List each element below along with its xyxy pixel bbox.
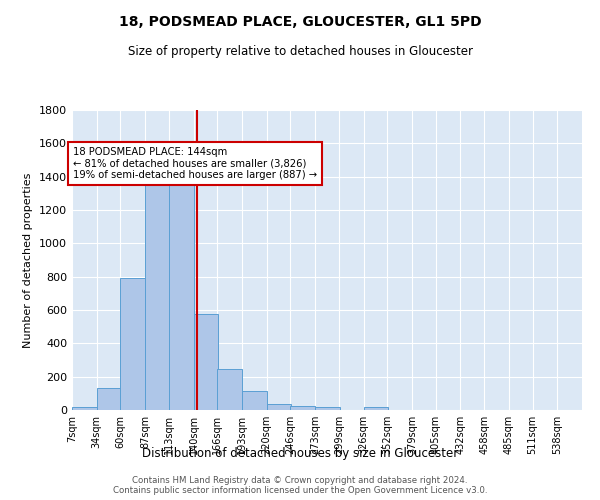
Bar: [194, 314, 218, 410]
Bar: [315, 407, 340, 410]
Text: 18 PODSMEAD PLACE: 144sqm
← 81% of detached houses are smaller (3,826)
19% of se: 18 PODSMEAD PLACE: 144sqm ← 81% of detac…: [73, 146, 317, 180]
Bar: [169, 182, 194, 410]
Bar: [266, 404, 292, 410]
Text: 18, PODSMEAD PLACE, GLOUCESTER, GL1 5PD: 18, PODSMEAD PLACE, GLOUCESTER, GL1 5PD: [119, 15, 481, 29]
Bar: [290, 406, 315, 410]
Bar: [242, 391, 266, 410]
Y-axis label: Number of detached properties: Number of detached properties: [23, 172, 34, 348]
Bar: [72, 407, 97, 410]
Bar: [217, 369, 242, 410]
Bar: [364, 407, 388, 410]
Bar: [121, 278, 145, 410]
Text: Contains HM Land Registry data © Crown copyright and database right 2024.
Contai: Contains HM Land Registry data © Crown c…: [113, 476, 487, 495]
Bar: [145, 164, 170, 410]
Text: Size of property relative to detached houses in Gloucester: Size of property relative to detached ho…: [128, 45, 473, 58]
Bar: [97, 388, 121, 410]
Text: Distribution of detached houses by size in Gloucester: Distribution of detached houses by size …: [142, 448, 458, 460]
